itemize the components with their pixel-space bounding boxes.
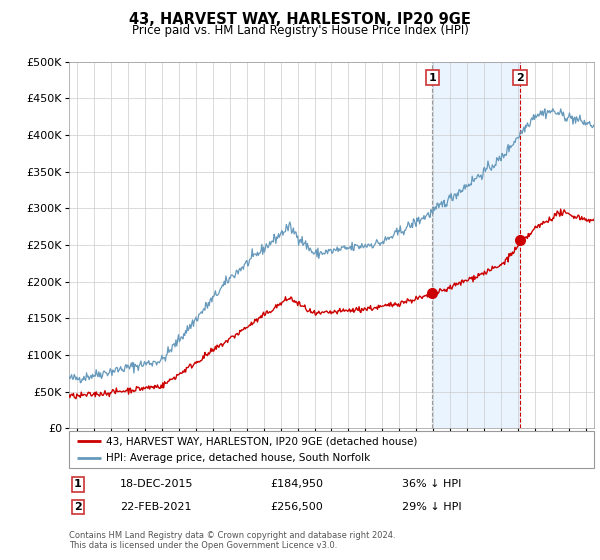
Bar xyxy=(433,62,520,428)
Text: 18-DEC-2015: 18-DEC-2015 xyxy=(120,479,193,489)
Text: £184,950: £184,950 xyxy=(270,479,323,489)
Text: £256,500: £256,500 xyxy=(270,502,323,512)
Text: 22-FEB-2021: 22-FEB-2021 xyxy=(120,502,191,512)
Text: 2: 2 xyxy=(516,73,524,83)
Text: Price paid vs. HM Land Registry's House Price Index (HPI): Price paid vs. HM Land Registry's House … xyxy=(131,24,469,36)
Text: 1: 1 xyxy=(74,479,82,489)
Text: 43, HARVEST WAY, HARLESTON, IP20 9GE: 43, HARVEST WAY, HARLESTON, IP20 9GE xyxy=(129,12,471,27)
Text: 2: 2 xyxy=(74,502,82,512)
Text: 36% ↓ HPI: 36% ↓ HPI xyxy=(402,479,461,489)
Text: 29% ↓ HPI: 29% ↓ HPI xyxy=(402,502,461,512)
Text: HPI: Average price, detached house, South Norfolk: HPI: Average price, detached house, Sout… xyxy=(106,453,370,463)
Text: 43, HARVEST WAY, HARLESTON, IP20 9GE (detached house): 43, HARVEST WAY, HARLESTON, IP20 9GE (de… xyxy=(106,436,417,446)
Text: Contains HM Land Registry data © Crown copyright and database right 2024.
This d: Contains HM Land Registry data © Crown c… xyxy=(69,531,395,550)
Text: 1: 1 xyxy=(428,73,436,83)
